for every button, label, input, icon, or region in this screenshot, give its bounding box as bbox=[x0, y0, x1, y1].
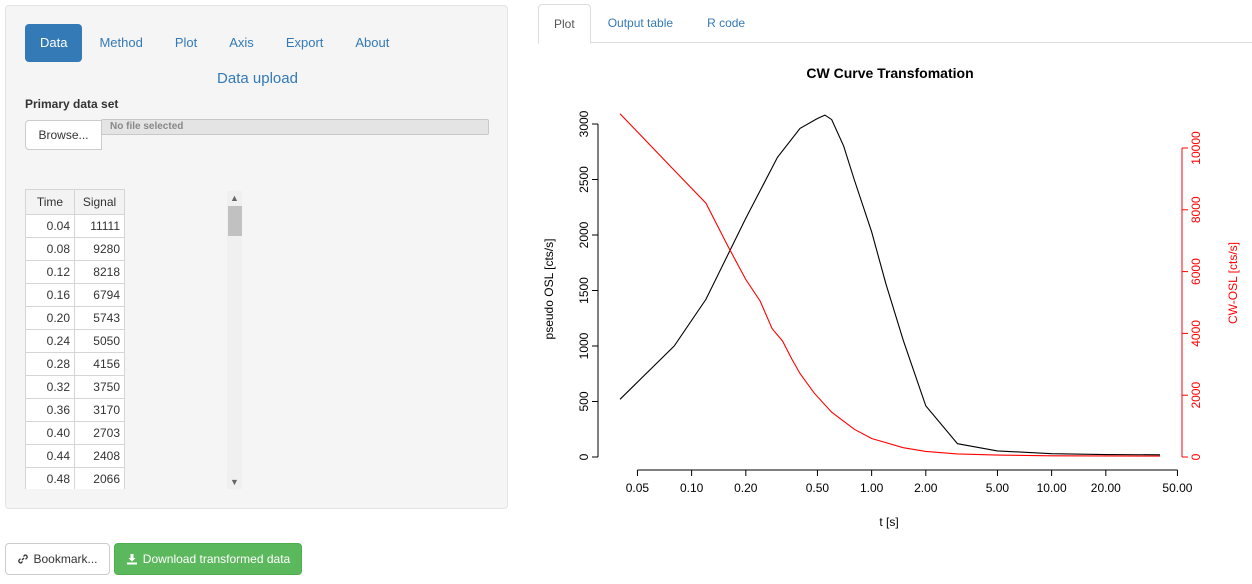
download-icon bbox=[126, 554, 137, 565]
x-tick-label: 0.50 bbox=[806, 481, 830, 495]
link-icon bbox=[18, 554, 29, 564]
bookmark-button[interactable]: Bookmark... bbox=[5, 543, 110, 575]
table-row: 0.20 5743 bbox=[25, 306, 125, 330]
cell-time: 0.12 bbox=[25, 260, 75, 284]
cell-signal: 5050 bbox=[74, 329, 125, 353]
cell-signal: 6794 bbox=[74, 283, 125, 307]
data-table: Time Signal 0.04 11111 0.08 9280 0.12 8218 0.1… bbox=[25, 189, 125, 489]
table-row: 0.40 2703 bbox=[25, 421, 125, 445]
tab-plot-settings[interactable]: Plot bbox=[174, 35, 198, 50]
table-scrollbar[interactable]: ▲ ▼ bbox=[227, 191, 242, 489]
column-header-signal[interactable]: Signal bbox=[74, 189, 125, 215]
file-name-field[interactable]: No file selected bbox=[101, 119, 489, 135]
scroll-thumb[interactable] bbox=[228, 206, 242, 236]
scroll-down-icon[interactable]: ▼ bbox=[230, 477, 239, 487]
cell-time: 0.32 bbox=[25, 375, 75, 399]
y-axis-label: pseudo OSL [cts/s] bbox=[542, 239, 556, 340]
upload-heading: Data upload bbox=[217, 70, 298, 87]
tab-output-table[interactable]: Output table bbox=[607, 16, 674, 30]
y-tick-label: 1000 bbox=[577, 332, 591, 359]
cell-signal: 8218 bbox=[74, 260, 125, 284]
y-tick-label: 500 bbox=[577, 391, 591, 411]
bookmark-label: Bookmark... bbox=[33, 552, 98, 566]
download-button[interactable]: Download transformed data bbox=[114, 543, 302, 575]
x-tick-label: 2.00 bbox=[914, 481, 938, 495]
table-row: 0.32 3750 bbox=[25, 375, 125, 399]
data-table-container: Time Signal 0.04 11111 0.08 9280 0.12 8218 0.1… bbox=[25, 189, 243, 489]
table-row: 0.08 9280 bbox=[25, 237, 125, 261]
cell-signal: 2703 bbox=[74, 421, 125, 445]
cell-time: 0.08 bbox=[25, 237, 75, 261]
y2-axis-label: CW-OSL [cts/s] bbox=[1226, 242, 1240, 324]
cell-signal: 11111 bbox=[74, 214, 125, 238]
cell-time: 0.24 bbox=[25, 329, 75, 353]
browse-button[interactable]: Browse... bbox=[25, 120, 102, 150]
tab-plot[interactable]: Plot bbox=[538, 4, 591, 44]
sidebar-tabs: Data Method Plot Axis Export About bbox=[25, 24, 406, 62]
x-tick-label: 10.00 bbox=[1037, 481, 1067, 495]
scroll-up-icon[interactable]: ▲ bbox=[230, 193, 239, 203]
x-tick-label: 0.05 bbox=[626, 481, 650, 495]
table-row: 0.12 8218 bbox=[25, 260, 125, 284]
x-tick-label: 5.00 bbox=[986, 481, 1010, 495]
cell-signal: 3750 bbox=[74, 375, 125, 399]
cw-curve-chart: CW Curve Transfomation 0 500 1000 1500 2000 2… bbox=[542, 65, 1240, 529]
x-tick-label: 50.00 bbox=[1162, 481, 1192, 495]
cell-signal: 4156 bbox=[74, 352, 125, 376]
y-tick-label: 3000 bbox=[577, 110, 591, 137]
output-tabs: Plot Output table R code bbox=[538, 4, 1252, 44]
chart-title: CW Curve Transfomation bbox=[806, 65, 973, 81]
y-tick-label: 2500 bbox=[577, 166, 591, 193]
tab-axis[interactable]: Axis bbox=[229, 35, 254, 50]
y-tick-label: 1500 bbox=[577, 277, 591, 304]
table-row: 0.48 2066 bbox=[25, 467, 125, 489]
y2-tick-label: 2000 bbox=[1189, 382, 1203, 409]
cell-time: 0.16 bbox=[25, 283, 75, 307]
y2-tick-label: 10000 bbox=[1189, 131, 1203, 165]
cell-signal: 5743 bbox=[74, 306, 125, 330]
table-row: 0.16 6794 bbox=[25, 283, 125, 307]
table-row: 0.36 3170 bbox=[25, 398, 125, 422]
table-row: 0.28 4156 bbox=[25, 352, 125, 376]
cell-time: 0.36 bbox=[25, 398, 75, 422]
x-tick-label: 0.20 bbox=[734, 481, 758, 495]
x-tick-label: 20.00 bbox=[1091, 481, 1121, 495]
cell-time: 0.28 bbox=[25, 352, 75, 376]
table-row: 0.24 5050 bbox=[25, 329, 125, 353]
x-tick-label: 0.10 bbox=[680, 481, 704, 495]
table-row: 0.44 2408 bbox=[25, 444, 125, 468]
table-row: 0.04 11111 bbox=[25, 214, 125, 238]
y2-tick-label: 8000 bbox=[1189, 196, 1203, 223]
sidebar-panel: Data Method Plot Axis Export About Data … bbox=[5, 5, 508, 509]
y-tick-label: 0 bbox=[577, 453, 591, 460]
cell-time: 0.20 bbox=[25, 306, 75, 330]
tab-export[interactable]: Export bbox=[285, 35, 324, 50]
tab-method[interactable]: Method bbox=[99, 35, 143, 50]
pseudo-osl-curve bbox=[619, 114, 1161, 456]
y2-tick-label: 0 bbox=[1189, 453, 1203, 460]
y-tick-label: 2000 bbox=[577, 221, 591, 248]
cell-signal: 3170 bbox=[74, 398, 125, 422]
download-label: Download transformed data bbox=[142, 552, 291, 566]
tab-r-code[interactable]: R code bbox=[707, 16, 746, 30]
primary-data-label: Primary data set bbox=[25, 97, 119, 111]
column-header-time[interactable]: Time bbox=[25, 189, 75, 215]
tab-data[interactable]: Data bbox=[25, 24, 83, 62]
x-tick-label: 1.00 bbox=[860, 481, 884, 495]
cell-time: 0.44 bbox=[25, 444, 75, 468]
y2-tick-label: 6000 bbox=[1189, 258, 1203, 285]
cw-osl-curve bbox=[619, 113, 1161, 457]
tab-about[interactable]: About bbox=[355, 35, 390, 50]
y2-tick-label: 4000 bbox=[1189, 320, 1203, 347]
cell-signal: 2408 bbox=[74, 444, 125, 468]
cell-time: 0.48 bbox=[25, 467, 75, 489]
cell-time: 0.40 bbox=[25, 421, 75, 445]
cell-signal: 9280 bbox=[74, 237, 125, 261]
cell-time: 0.04 bbox=[25, 214, 75, 238]
x-axis-label: t [s] bbox=[879, 515, 898, 529]
cell-signal: 2066 bbox=[74, 467, 125, 489]
